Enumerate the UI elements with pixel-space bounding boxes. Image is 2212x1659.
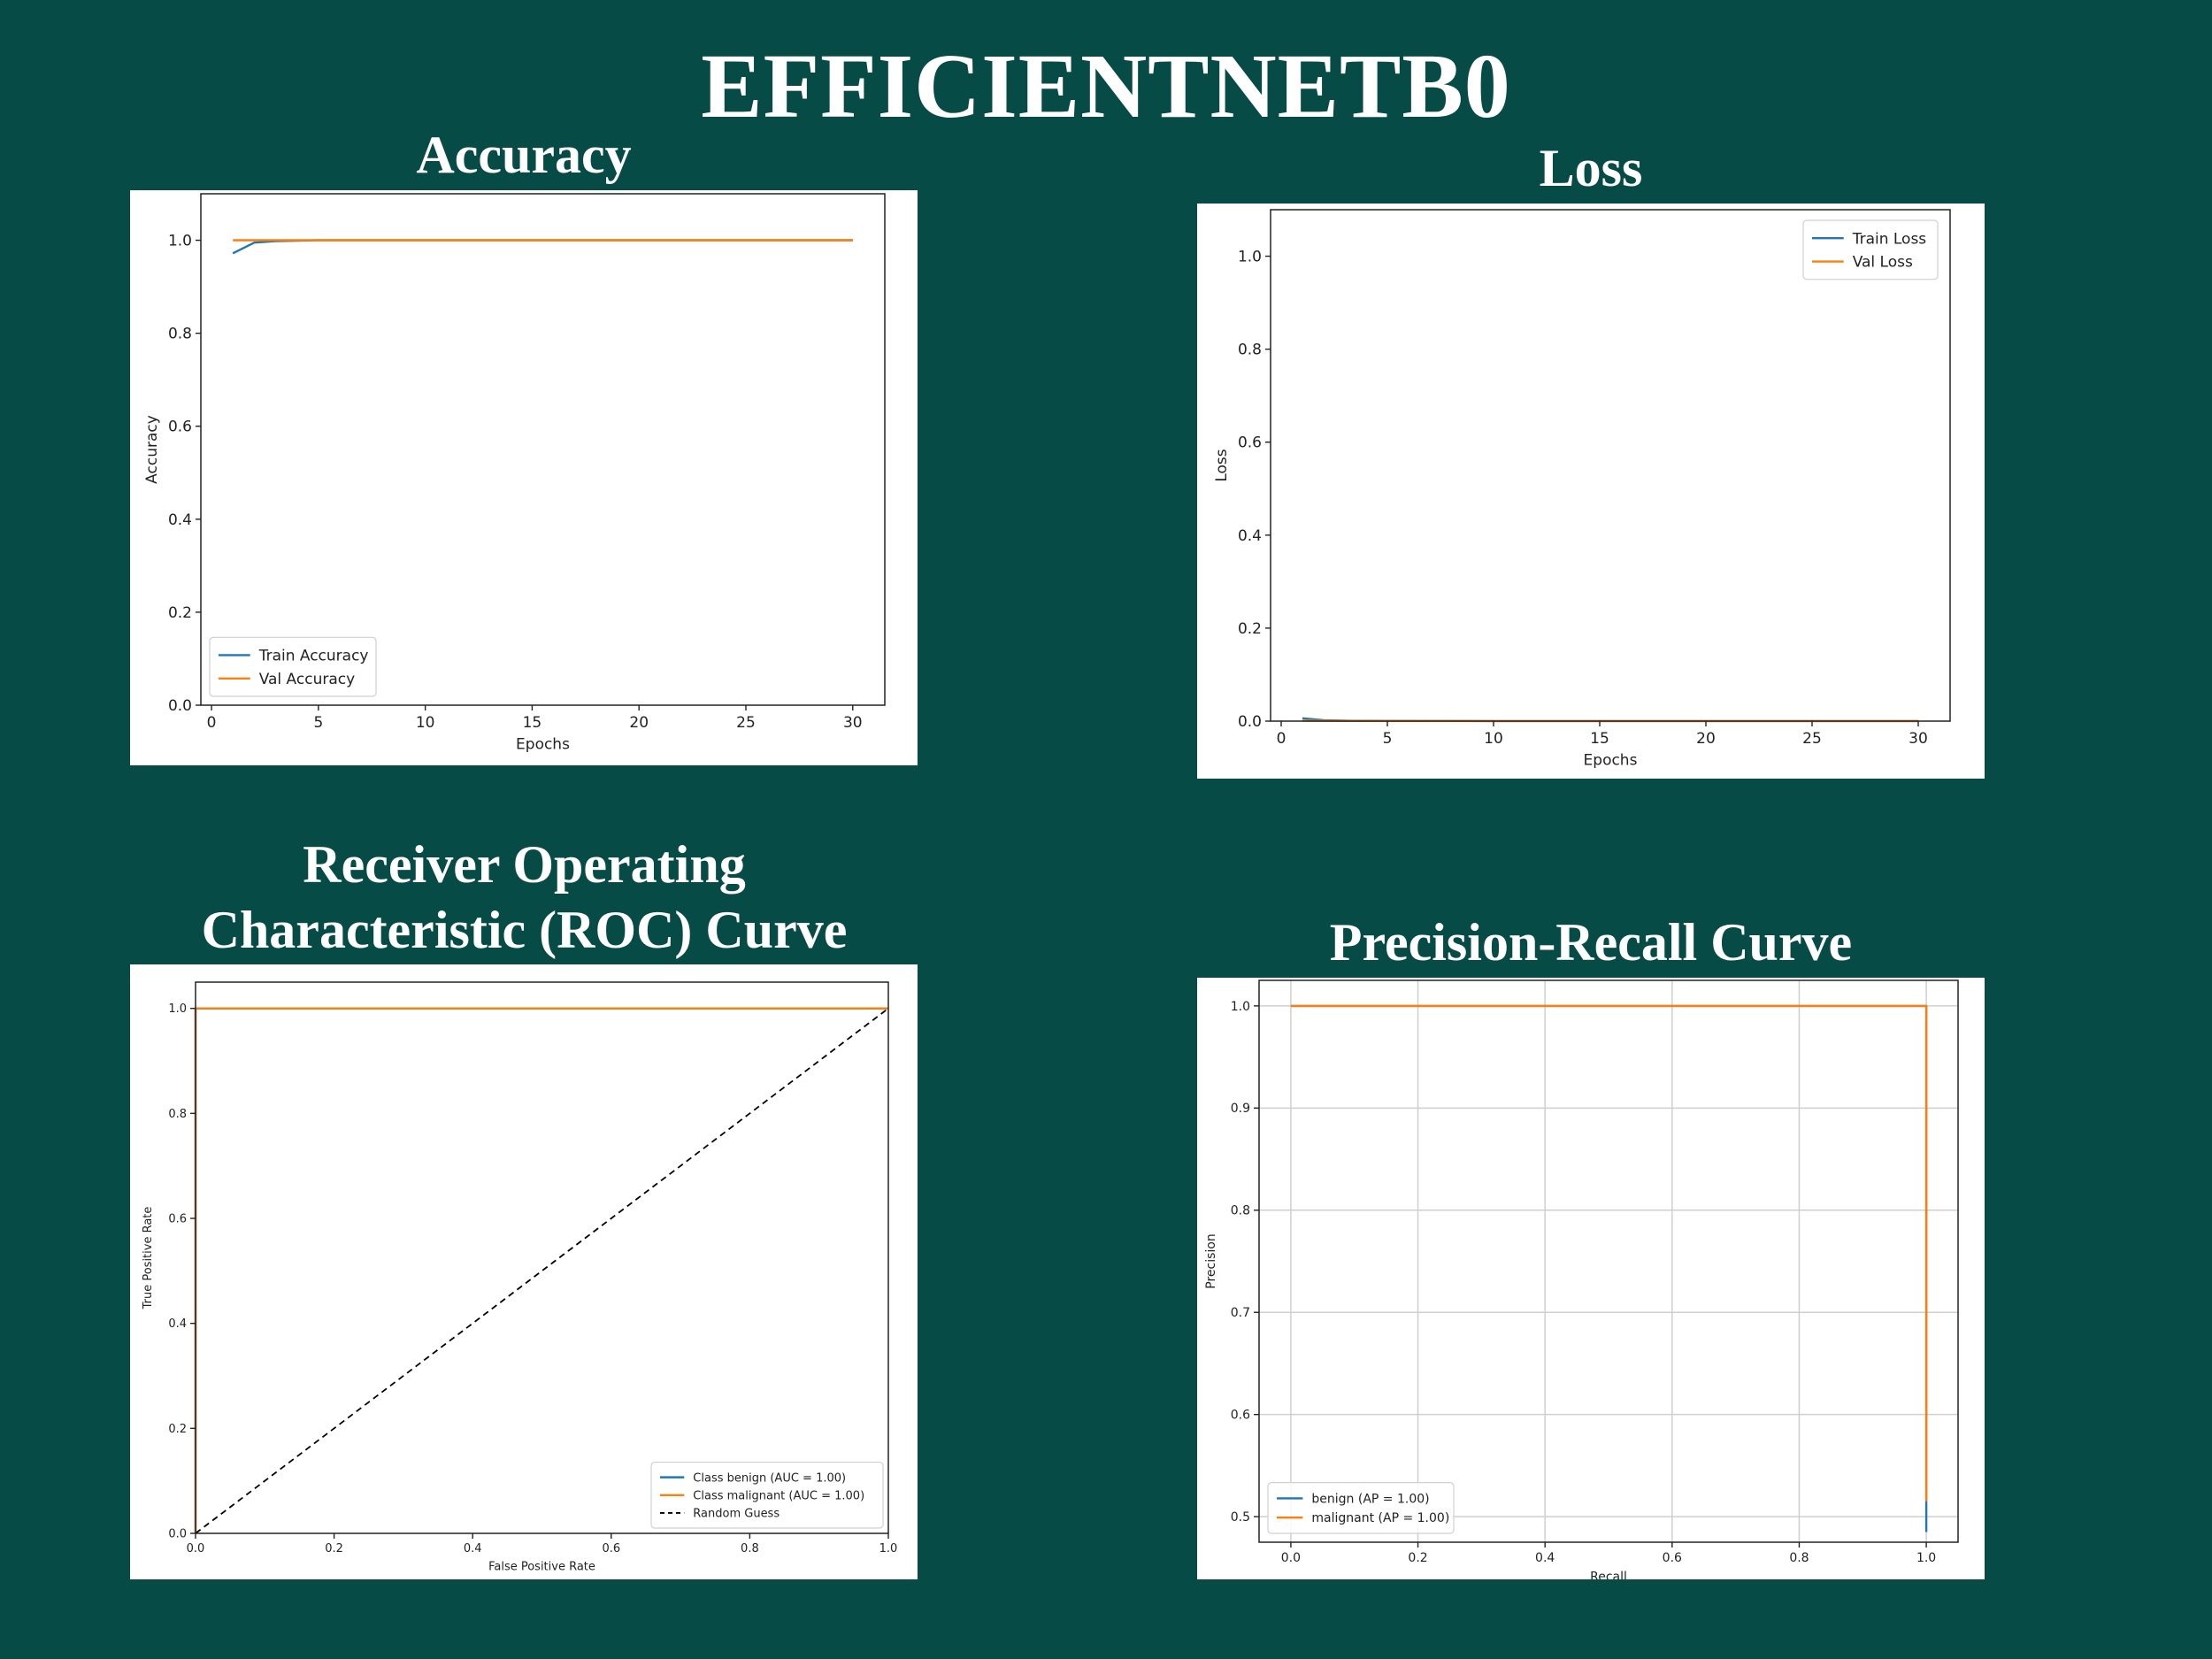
x-tick-label: 0.4 <box>464 1542 482 1555</box>
legend-box <box>650 1461 884 1529</box>
x-tick-label: 30 <box>1909 730 1928 748</box>
x-axis-label: False Positive Rate <box>488 1560 595 1573</box>
legend-box <box>1802 219 1939 280</box>
roc-chart-svg: 0.0 0.2 0.4 0.6 0.8 1.0 0.0 0.2 0.4 0.6 0.8 1.0 Fals… <box>142 981 898 1573</box>
y-tick-label: 0.9 <box>1231 1102 1250 1116</box>
y-tick-label: 0.2 <box>1238 620 1262 638</box>
y-axis-label: True Positive Rate <box>142 1207 155 1310</box>
y-tick-label: 1.0 <box>1231 1000 1250 1014</box>
y-tick-label: 0.6 <box>1238 434 1262 452</box>
x-tick-label: 30 <box>843 714 863 732</box>
legend-box <box>209 636 377 697</box>
plot-frame <box>200 193 886 706</box>
y-tick-label: 0.4 <box>168 511 192 529</box>
y-tick-label: 1.0 <box>168 1002 187 1016</box>
accuracy-chart-svg: 0 5 10 15 20 25 30 0.0 0.2 0.4 0.6 0.8 1.0 Epochs Accu… <box>143 193 886 754</box>
y-tick-label: 0.6 <box>1231 1409 1250 1423</box>
x-tick-label: 0.2 <box>325 1542 343 1555</box>
y-tick-label: 0.2 <box>168 604 192 622</box>
loss-chart: 0 5 10 15 20 25 30 0.0 0.2 0.4 0.6 0.8 1.0 Epochs Loss… <box>1197 204 1985 779</box>
y-tick-label: 0.5 <box>1231 1510 1250 1525</box>
y-tick-label: 0.8 <box>1238 342 1262 359</box>
legend-label-0: benign (AP = 1.00) <box>1311 1492 1429 1506</box>
x-tick-label: 10 <box>416 714 435 732</box>
x-tick-label: 25 <box>736 714 756 732</box>
x-tick-label: 0.8 <box>1789 1551 1809 1565</box>
x-tick-label: 10 <box>1484 730 1503 748</box>
x-tick-label: 0.6 <box>1663 1551 1682 1565</box>
x-tick-label: 0 <box>1277 730 1286 748</box>
x-tick-label: 20 <box>629 714 649 732</box>
series-line-0 <box>232 239 853 255</box>
y-tick-label: 0.7 <box>1231 1306 1250 1320</box>
x-tick-label: 0.0 <box>1281 1551 1301 1565</box>
roc-chart-title: Receiver Operating Characteristic (ROC) … <box>201 835 848 959</box>
legend-label-2: Random Guess <box>693 1508 780 1521</box>
legend-label-0: Class benign (AUC = 1.00) <box>693 1471 846 1485</box>
x-axis-label: Epochs <box>516 736 570 754</box>
y-tick-label: 1.0 <box>1238 248 1262 265</box>
x-tick-label: 0 <box>207 714 217 732</box>
plot-frame <box>1270 209 1951 722</box>
x-tick-label: 0.4 <box>1535 1551 1555 1565</box>
y-tick-label: 0.4 <box>168 1317 187 1331</box>
x-tick-label: 25 <box>1802 730 1822 748</box>
legend-box <box>1267 1481 1455 1534</box>
loss-chart-svg: 0 5 10 15 20 25 30 0.0 0.2 0.4 0.6 0.8 1.0 Epochs Loss… <box>1213 209 1951 770</box>
pr-chart-svg: 0.0 0.2 0.4 0.6 0.8 1.0 0.5 0.6 0.7 0.8 0.9 1.0 Reca… <box>1204 979 1959 1579</box>
legend-label-0: Train Loss <box>1852 230 1927 248</box>
x-tick-label: 0.0 <box>187 1542 205 1555</box>
roc-chart: 0.0 0.2 0.4 0.6 0.8 1.0 0.0 0.2 0.4 0.6 0.8 1.0 Fals… <box>130 964 918 1579</box>
y-tick-label: 0.8 <box>168 326 192 343</box>
series-line-1 <box>1290 1004 1928 1502</box>
y-axis-label: Precision <box>1204 1233 1218 1288</box>
y-axis-label: Loss <box>1213 449 1231 481</box>
x-axis-label: Epochs <box>1584 752 1638 770</box>
pr-chart-title: Precision-Recall Curve <box>1329 913 1853 972</box>
x-tick-label: 0.2 <box>1408 1551 1427 1565</box>
accuracy-chart: 0 5 10 15 20 25 30 0.0 0.2 0.4 0.6 0.8 1.0 Epochs Accu… <box>130 190 918 765</box>
legend-label-1: Val Accuracy <box>259 671 355 688</box>
x-tick-label: 1.0 <box>1916 1551 1936 1565</box>
x-tick-label: 15 <box>523 714 542 732</box>
y-tick-label: 0.0 <box>168 1528 187 1541</box>
x-axis-label: Recall <box>1590 1570 1627 1579</box>
x-tick-label: 0.8 <box>741 1542 759 1555</box>
x-tick-label: 5 <box>313 714 323 732</box>
legend-label-1: malignant (AP = 1.00) <box>1311 1511 1449 1525</box>
plot-frame <box>1258 979 1959 1543</box>
y-tick-label: 0.2 <box>168 1423 187 1436</box>
accuracy-chart-title: Accuracy <box>416 126 632 184</box>
y-tick-label: 0.6 <box>168 1213 187 1226</box>
page-title: EFFICIENTNETB0 <box>701 35 1511 137</box>
y-tick-label: 0.0 <box>1238 713 1262 731</box>
pr-chart: 0.0 0.2 0.4 0.6 0.8 1.0 0.5 0.6 0.7 0.8 0.9 1.0 Reca… <box>1197 978 1985 1579</box>
legend-label-0: Train Accuracy <box>258 648 369 665</box>
x-tick-label: 0.6 <box>602 1542 620 1555</box>
x-tick-label: 1.0 <box>879 1542 898 1555</box>
loss-chart-title: Loss <box>1539 139 1643 197</box>
x-tick-label: 20 <box>1696 730 1716 748</box>
y-tick-label: 0.6 <box>168 419 192 436</box>
series-line-0 <box>1290 1004 1928 1532</box>
y-tick-label: 0.8 <box>168 1108 187 1121</box>
legend-label-1: Val Loss <box>1853 254 1913 272</box>
legend-label-1: Class malignant (AUC = 1.00) <box>693 1489 864 1502</box>
plot-frame <box>195 981 889 1534</box>
y-tick-label: 0.0 <box>168 697 192 715</box>
series-line-2 <box>195 1007 889 1534</box>
y-axis-label: Accuracy <box>143 415 161 484</box>
x-tick-label: 15 <box>1590 730 1609 748</box>
x-tick-label: 5 <box>1383 730 1393 748</box>
y-tick-label: 1.0 <box>168 232 192 250</box>
y-tick-label: 0.8 <box>1231 1204 1250 1218</box>
y-tick-label: 0.4 <box>1238 527 1262 545</box>
